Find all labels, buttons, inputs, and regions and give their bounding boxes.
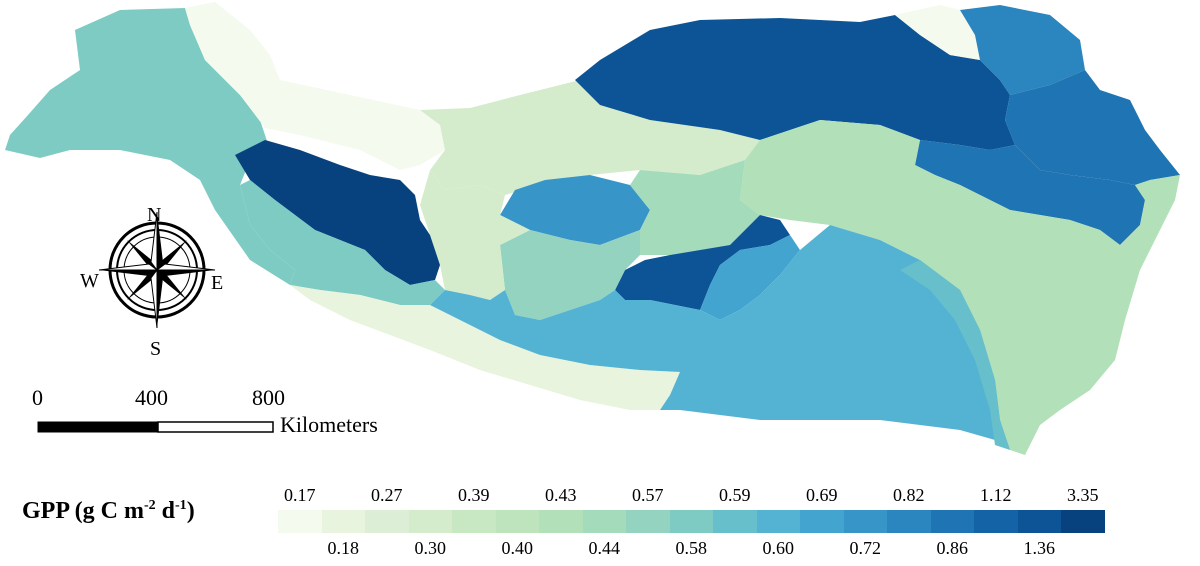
compass-west-label: W: [80, 270, 99, 292]
legend-tick-label: 0.59: [719, 485, 751, 505]
legend-tick-label: 0.57: [632, 485, 664, 505]
compass-north-label: N: [147, 204, 162, 226]
legend-tick-label: 1.12: [980, 485, 1012, 505]
legend-tick-label: 0.18: [327, 538, 360, 558]
region-northeast-tip: [895, 5, 985, 60]
compass-east-label: E: [211, 272, 224, 294]
legend-swatch: [321, 510, 365, 533]
legend-swatch: [974, 510, 1018, 533]
region-east-middle: [915, 140, 1145, 245]
compass-south-label: S: [150, 338, 162, 360]
region-east-upper: [1005, 70, 1180, 185]
region-southeast-edge: [900, 260, 1010, 450]
legend-tick-label: 0.39: [458, 485, 490, 505]
legend-tick-label: 0.43: [545, 485, 577, 505]
legend-swatch: [843, 510, 887, 533]
scale-tick-0: 0: [32, 385, 43, 410]
legend-tick-label: 0.58: [675, 538, 708, 558]
region-northwest-band: [185, 2, 445, 170]
legend-swatch: [887, 510, 931, 533]
region-west-central: [420, 170, 530, 300]
region-west-dark: [235, 140, 440, 285]
compass-rose-icon: [98, 211, 216, 329]
legend-swatch: [626, 510, 670, 533]
region-center-north-blue: [500, 175, 650, 245]
legend-swatch: [582, 510, 626, 533]
scale-tick-400: 400: [135, 385, 168, 410]
region-northeast: [960, 5, 1085, 95]
legend-tick-label: 0.69: [806, 485, 838, 505]
region-east-large: [740, 120, 1180, 455]
region-southwest-teal: [240, 180, 445, 305]
legend-tick-label: 0.72: [849, 538, 882, 558]
legend-tick-label: 0.44: [588, 538, 621, 558]
scale-unit-label: Kilometers: [280, 412, 378, 437]
legend-tick-label: 0.82: [893, 485, 925, 505]
legend-swatch: [669, 510, 713, 533]
region-central-north: [420, 80, 760, 195]
legend-swatch: [930, 510, 974, 533]
legend-tick-label: 0.60: [762, 538, 795, 558]
legend-swatch: [713, 510, 757, 533]
legend-swatch: [452, 510, 496, 533]
legend-swatch: [408, 510, 452, 533]
legend-swatch: [539, 510, 583, 533]
legend-swatch: [800, 510, 844, 533]
region-far-west: [5, 8, 295, 285]
legend-tick-label: 1.36: [1023, 538, 1056, 558]
legend-swatch: [365, 510, 409, 533]
legend-tick-label: 3.35: [1067, 485, 1099, 505]
legend-color-bar: [278, 510, 1105, 533]
legend-tick-label: 0.30: [414, 538, 447, 558]
region-south-blue: [430, 225, 1010, 450]
region-central-south-blue: [700, 235, 800, 320]
legend-tick-label: 0.27: [371, 485, 403, 505]
legend-title: GPP (g C m-2 d-1): [22, 498, 195, 524]
legend-swatch: [1017, 510, 1061, 533]
legend-tick-label: 0.86: [936, 538, 969, 558]
scale-tick-800: 800: [252, 385, 285, 410]
legend-swatch: [756, 510, 800, 533]
legend-swatch: [1061, 510, 1105, 533]
legend-tick-label: 0.17: [284, 485, 316, 505]
legend-tick-label: 0.40: [501, 538, 534, 558]
region-central-dark: [615, 215, 790, 310]
legend-swatch: [278, 510, 322, 533]
region-north-basin: [575, 15, 1015, 150]
region-south-west-teal: [500, 230, 640, 320]
region-central-green: [630, 160, 760, 255]
region-south-band: [290, 285, 680, 410]
legend-swatch: [495, 510, 539, 533]
scale-bar: [37, 421, 274, 433]
